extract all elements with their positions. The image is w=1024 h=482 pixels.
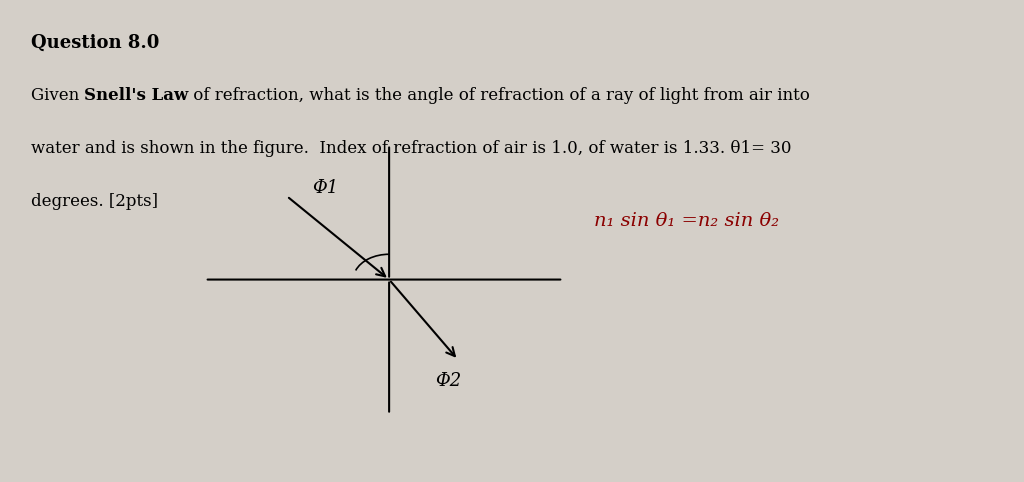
Text: of refraction, what is the angle of refraction of a ray of light from air into: of refraction, what is the angle of refr… — [188, 87, 810, 104]
Text: Φ1: Φ1 — [312, 179, 339, 197]
Text: Given: Given — [31, 87, 84, 104]
Text: degrees. [2pts]: degrees. [2pts] — [31, 193, 158, 210]
Text: n₁ sin θ₁ =n₂ sin θ₂: n₁ sin θ₁ =n₂ sin θ₂ — [594, 212, 779, 230]
Text: Φ2: Φ2 — [435, 372, 462, 389]
Text: water and is shown in the figure.  Index of refraction of air is 1.0, of water i: water and is shown in the figure. Index … — [31, 140, 792, 157]
Text: Snell's Law: Snell's Law — [84, 87, 188, 104]
Text: Question 8.0: Question 8.0 — [31, 34, 159, 52]
